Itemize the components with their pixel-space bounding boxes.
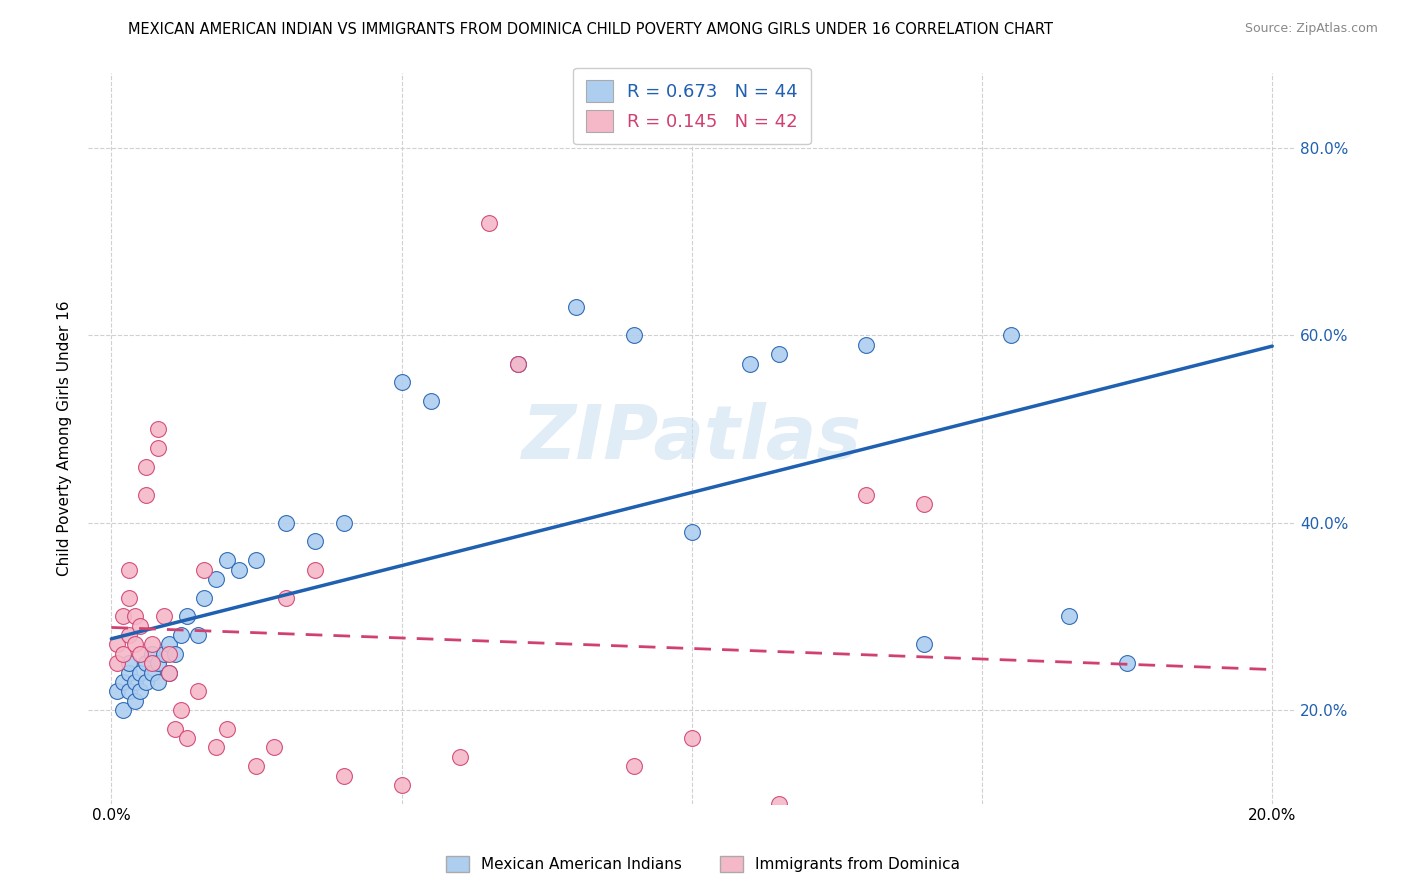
Point — [176, 731, 198, 745]
Point — [141, 665, 163, 680]
Point — [176, 609, 198, 624]
Point — [912, 637, 935, 651]
Point — [129, 618, 152, 632]
Point — [623, 328, 645, 343]
Point — [105, 684, 128, 698]
Point — [205, 572, 228, 586]
Point — [1057, 609, 1080, 624]
Point — [449, 749, 471, 764]
Point — [187, 684, 209, 698]
Legend: Mexican American Indians, Immigrants from Dominica: Mexican American Indians, Immigrants fro… — [439, 848, 967, 880]
Point — [1000, 328, 1022, 343]
Point — [768, 797, 790, 811]
Y-axis label: Child Poverty Among Girls Under 16: Child Poverty Among Girls Under 16 — [58, 301, 72, 576]
Point — [152, 647, 174, 661]
Point — [135, 459, 157, 474]
Point — [170, 703, 193, 717]
Point — [623, 759, 645, 773]
Text: MEXICAN AMERICAN INDIAN VS IMMIGRANTS FROM DOMINICA CHILD POVERTY AMONG GIRLS UN: MEXICAN AMERICAN INDIAN VS IMMIGRANTS FR… — [128, 22, 1053, 37]
Point — [129, 647, 152, 661]
Point — [332, 516, 354, 530]
Point — [768, 347, 790, 361]
Point — [111, 647, 134, 661]
Point — [304, 534, 326, 549]
Point — [146, 674, 169, 689]
Point — [506, 357, 529, 371]
Point — [170, 628, 193, 642]
Point — [157, 665, 180, 680]
Point — [165, 647, 187, 661]
Point — [245, 553, 267, 567]
Point — [738, 357, 761, 371]
Point — [105, 656, 128, 670]
Point — [217, 722, 239, 736]
Point — [419, 394, 441, 409]
Point — [855, 338, 877, 352]
Point — [111, 674, 134, 689]
Legend: R = 0.673   N = 44, R = 0.145   N = 42: R = 0.673 N = 44, R = 0.145 N = 42 — [574, 68, 810, 145]
Point — [506, 357, 529, 371]
Point — [912, 497, 935, 511]
Point — [124, 609, 146, 624]
Point — [165, 722, 187, 736]
Point — [193, 591, 215, 605]
Point — [1116, 656, 1139, 670]
Point — [124, 674, 146, 689]
Point — [205, 740, 228, 755]
Point — [681, 731, 703, 745]
Point — [135, 656, 157, 670]
Point — [263, 740, 285, 755]
Point — [105, 637, 128, 651]
Point — [245, 759, 267, 773]
Point — [135, 674, 157, 689]
Point — [152, 609, 174, 624]
Point — [274, 516, 297, 530]
Point — [157, 665, 180, 680]
Point — [124, 637, 146, 651]
Point — [391, 778, 413, 792]
Text: Source: ZipAtlas.com: Source: ZipAtlas.com — [1244, 22, 1378, 36]
Text: ZIPatlas: ZIPatlas — [522, 402, 862, 475]
Point — [129, 665, 152, 680]
Point — [187, 628, 209, 642]
Point — [1000, 815, 1022, 830]
Point — [124, 693, 146, 707]
Point — [118, 684, 141, 698]
Point — [681, 524, 703, 539]
Point — [118, 562, 141, 576]
Point — [157, 647, 180, 661]
Point — [304, 562, 326, 576]
Point — [146, 441, 169, 455]
Point — [111, 609, 134, 624]
Point — [111, 703, 134, 717]
Point — [141, 656, 163, 670]
Point — [274, 591, 297, 605]
Point — [118, 665, 141, 680]
Point — [855, 487, 877, 501]
Point — [118, 656, 141, 670]
Point — [478, 216, 501, 230]
Point — [146, 422, 169, 436]
Point — [118, 628, 141, 642]
Point — [228, 562, 250, 576]
Point — [157, 637, 180, 651]
Point — [135, 487, 157, 501]
Point — [193, 562, 215, 576]
Point — [118, 591, 141, 605]
Point — [332, 768, 354, 782]
Point — [146, 656, 169, 670]
Point — [217, 553, 239, 567]
Point — [129, 684, 152, 698]
Point — [391, 376, 413, 390]
Point — [141, 637, 163, 651]
Point — [564, 301, 586, 315]
Point — [141, 647, 163, 661]
